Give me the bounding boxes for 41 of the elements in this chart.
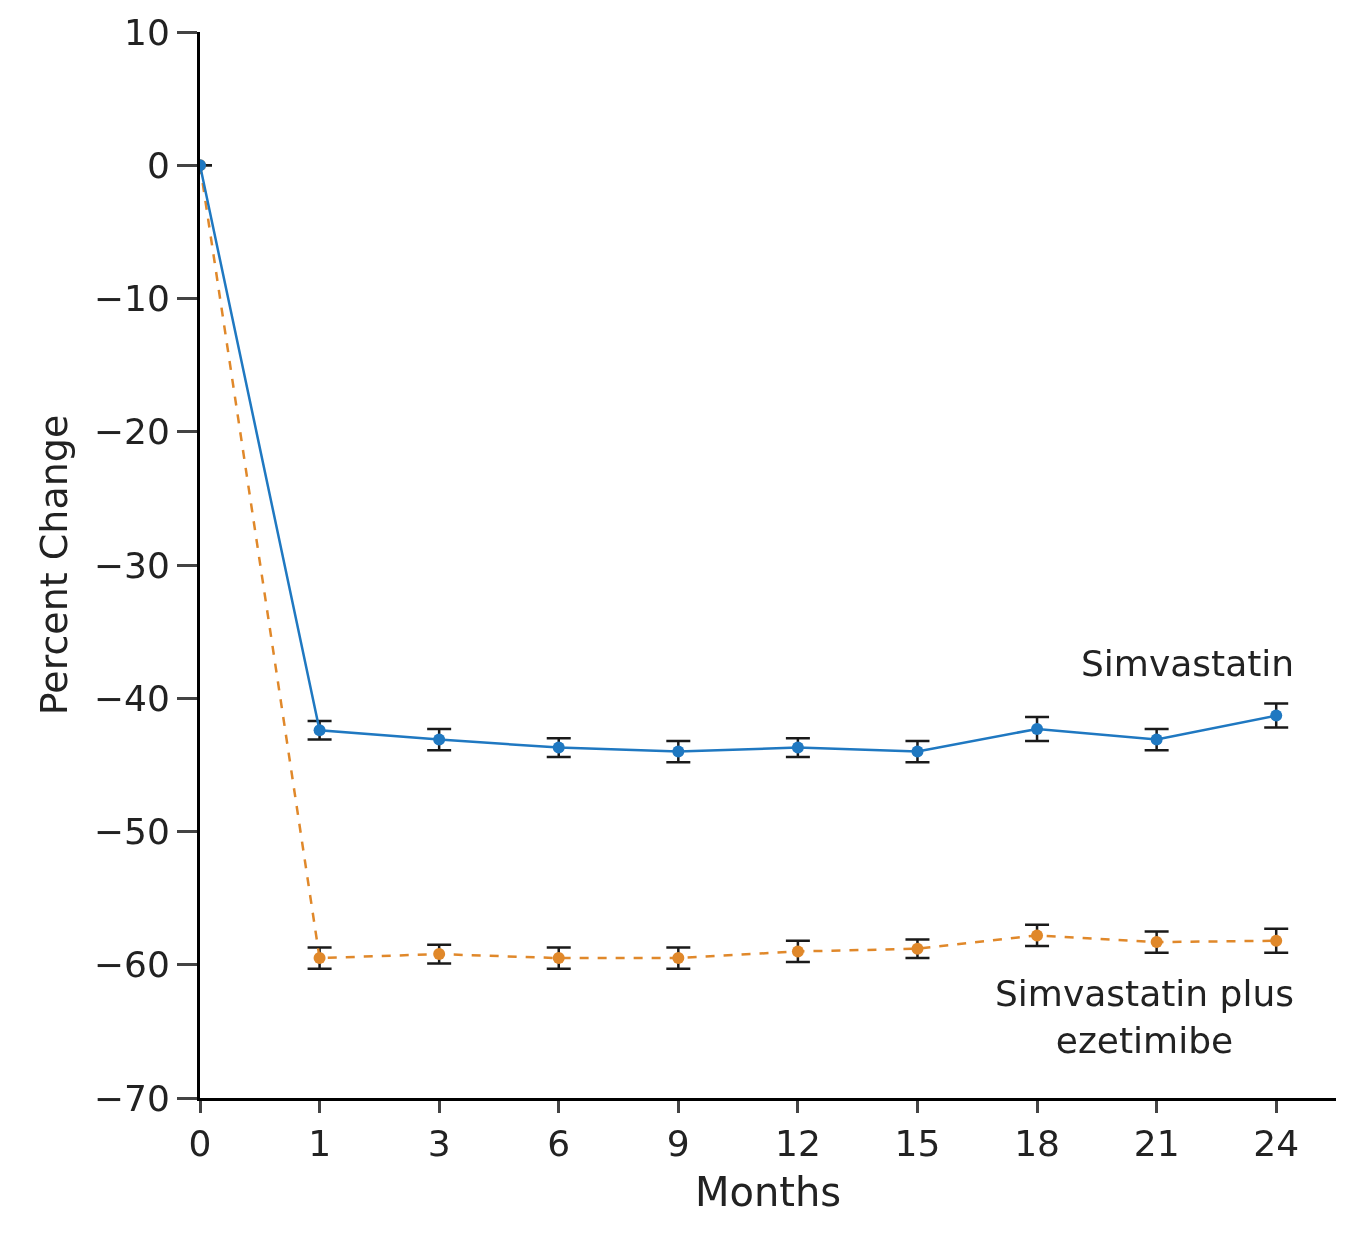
point — [433, 948, 446, 961]
point — [1031, 722, 1044, 735]
point — [433, 733, 446, 746]
point — [791, 945, 804, 958]
point — [1150, 733, 1163, 746]
y-tick-label: −60 — [93, 944, 170, 986]
x-tick-label: 15 — [894, 1123, 941, 1165]
point — [1270, 709, 1283, 722]
point — [313, 724, 326, 737]
x-tick-label: 6 — [547, 1123, 571, 1165]
point — [1031, 929, 1044, 942]
y-tick-label: −40 — [93, 677, 170, 719]
y-tick-label: −20 — [93, 411, 170, 453]
y-tick-label: −70 — [93, 1077, 170, 1119]
point — [672, 952, 685, 965]
y-tick-label: 0 — [146, 144, 170, 186]
x-tick-label: 21 — [1133, 1123, 1180, 1165]
x-tick-label: 3 — [427, 1123, 451, 1165]
x-tick-label: 0 — [188, 1123, 212, 1165]
y-tick-label: 10 — [123, 11, 170, 53]
x-tick-label: 9 — [666, 1123, 690, 1165]
point — [552, 741, 565, 754]
point — [1270, 934, 1283, 947]
y-tick-label: −10 — [93, 278, 170, 320]
point — [672, 745, 685, 758]
y-tick-label: −30 — [93, 544, 170, 586]
x-tick-label: 24 — [1253, 1123, 1300, 1165]
point — [1150, 936, 1163, 949]
point — [552, 952, 565, 965]
point — [911, 942, 924, 955]
x-axis-title: Months — [694, 1168, 842, 1215]
point — [313, 952, 326, 965]
y-tick-label: −50 — [93, 811, 170, 853]
series-label: Simvastatin plus ezetimibe — [995, 973, 1295, 1061]
point — [791, 741, 804, 754]
series-label: Simvastatin — [1081, 643, 1295, 684]
y-axis-title: Percent Change — [32, 414, 77, 716]
point — [911, 745, 924, 758]
x-tick-label: 12 — [774, 1123, 821, 1165]
x-tick-label: 18 — [1014, 1123, 1060, 1165]
x-tick-label: 1 — [308, 1123, 332, 1165]
